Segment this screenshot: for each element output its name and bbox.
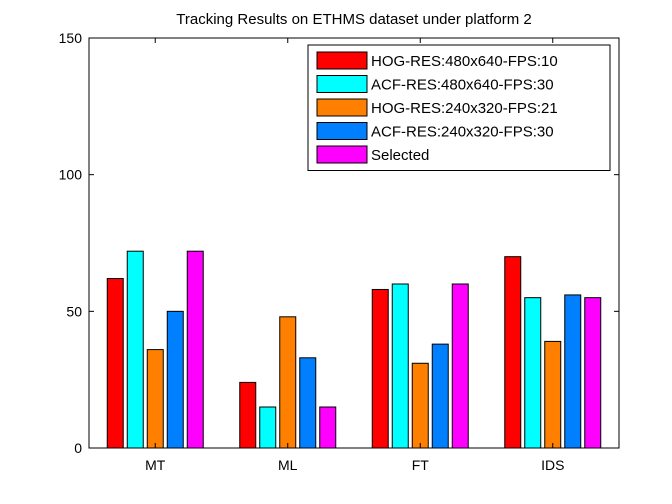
legend-swatch-HOG-RES:240x320-FPS:21 [316, 98, 368, 117]
legend-label-HOG-RES:480x640-FPS:10: HOG-RES:480x640-FPS:10 [371, 53, 558, 70]
bar-HOG-RES:480x640-FPS:10-ML [239, 381, 257, 449]
y-tick-label-100: 100 [59, 167, 83, 183]
legend-label-HOG-RES:240x320-FPS:21: HOG-RES:240x320-FPS:21 [371, 100, 558, 117]
bar-Selected-IDS [584, 297, 602, 449]
legend-label-Selected: Selected [371, 147, 429, 164]
plot-frame [88, 37, 620, 449]
bar-ACF-RES:240x320-FPS:30-ML [299, 357, 317, 449]
legend-swatch-ACF-RES:240x320-FPS:30 [316, 122, 368, 140]
chart-title: Tracking Results on ETHMS dataset under … [176, 11, 531, 28]
bar-ACF-RES:240x320-FPS:30-MT [166, 310, 184, 449]
bar-ACF-RES:240x320-FPS:30-IDS [564, 294, 582, 449]
axes-layer: MT ML FT IDS 0 50 100 150 [59, 30, 619, 473]
bars-layer [106, 250, 602, 449]
bar-HOG-RES:240x320-FPS:21-FT [411, 362, 429, 449]
legend-swatch-Selected [316, 145, 368, 164]
legend: HOG-RES:480x640-FPS:10 ACF-RES:480x640-FP… [307, 44, 611, 171]
bar-HOG-RES:240x320-FPS:21-MT [146, 349, 164, 449]
bar-HOG-RES:480x640-FPS:10-FT [371, 288, 389, 449]
x-tick-label-MT: MT [145, 457, 166, 473]
bar-ACF-RES:480x640-FPS:30-FT [391, 283, 409, 449]
bar-HOG-RES:240x320-FPS:21-ML [279, 316, 297, 449]
bar-ACF-RES:240x320-FPS:30-FT [431, 343, 449, 449]
legend-swatch-HOG-RES:480x640-FPS:10 [316, 51, 368, 70]
bar-ACF-RES:480x640-FPS:30-IDS [524, 297, 542, 449]
bar-ACF-RES:480x640-FPS:30-ML [259, 406, 277, 449]
bar-ACF-RES:480x640-FPS:30-MT [126, 250, 144, 449]
y-tick-label-50: 50 [66, 303, 82, 319]
y-tick-label-0: 0 [74, 440, 82, 456]
bar-Selected-FT [451, 283, 469, 449]
bar-HOG-RES:480x640-FPS:10-IDS [504, 256, 522, 449]
bar-HOG-RES:480x640-FPS:10-MT [106, 278, 124, 449]
legend-label-ACF-RES:480x640-FPS:30: ACF-RES:480x640-FPS:30 [371, 77, 554, 94]
x-tick-label-ML: ML [278, 457, 298, 473]
x-tick-label-IDS: IDS [541, 457, 564, 473]
bar-Selected-ML [319, 406, 337, 449]
bar-HOG-RES:240x320-FPS:21-IDS [544, 340, 562, 449]
y-tick-label-150: 150 [59, 30, 83, 46]
x-tick-label-FT: FT [412, 457, 430, 473]
legend-swatch-ACF-RES:480x640-FPS:30 [316, 75, 368, 93]
bar-Selected-MT [186, 250, 204, 449]
legend-label-ACF-RES:240x320-FPS:30: ACF-RES:240x320-FPS:30 [371, 124, 554, 141]
